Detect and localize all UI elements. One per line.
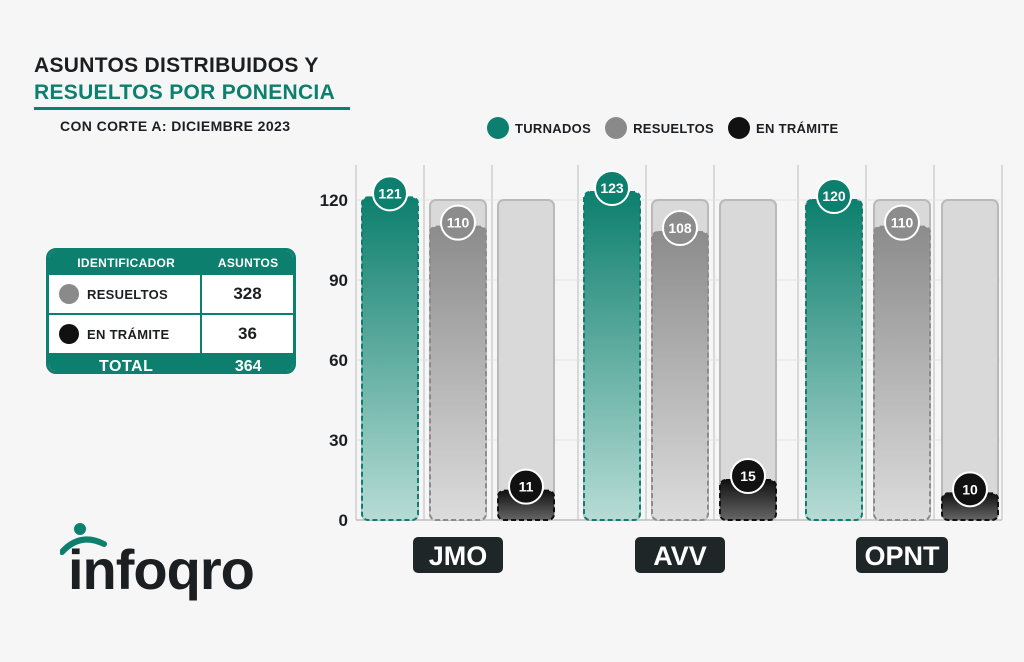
- data-label: 123: [600, 180, 624, 196]
- y-tick-label: 90: [329, 271, 348, 290]
- category-pill: [413, 537, 503, 573]
- data-label: 11: [519, 479, 534, 495]
- title-underline: [34, 107, 350, 110]
- data-label-badge: [816, 178, 852, 214]
- legend-label-en-tramite: EN TRÁMITE: [756, 120, 839, 136]
- legend-swatch-en-tramite: [728, 117, 751, 139]
- y-tick-label: 120: [320, 191, 348, 210]
- bar-turnados-jmo: [361, 196, 419, 521]
- data-label: 121: [378, 185, 402, 201]
- row-label-resueltos: RESUELTOS: [87, 286, 168, 302]
- table-row-en-tramite: EN TRÁMITE 36: [49, 315, 293, 355]
- summary-table: IDENTIFICADOR ASUNTOS RESUELTOS 328 EN T…: [46, 248, 296, 374]
- row-value-resueltos: 328: [233, 284, 262, 303]
- legend-label-turnados: TURNADOS: [515, 120, 592, 136]
- data-label-badge: [594, 170, 630, 206]
- legend-label-resueltos: RESUELTOS: [633, 120, 715, 136]
- bar-resueltos-opnt: [873, 225, 931, 522]
- table-row-resueltos: RESUELTOS 328: [49, 275, 293, 315]
- bar-turnados-avv: [583, 191, 641, 521]
- data-label: 110: [447, 215, 470, 231]
- bar-entrmite-avv: [719, 479, 777, 521]
- resueltos-dot-icon: [59, 284, 79, 304]
- header-asuntos: ASUNTOS: [217, 256, 279, 270]
- category-pill: [856, 537, 948, 573]
- x-tick-label-jmo: JMO: [429, 541, 488, 571]
- legend-item-turnados: TURNADOS: [487, 117, 591, 139]
- data-label: 120: [822, 188, 846, 204]
- data-label: 15: [740, 468, 756, 484]
- data-label-badge: [508, 468, 544, 505]
- data-label: 108: [668, 220, 692, 236]
- y-tick-label: 60: [329, 351, 348, 370]
- data-label-badge: [952, 471, 988, 508]
- data-label-badge: [730, 458, 766, 494]
- y-tick-label: 0: [339, 511, 348, 530]
- bar-entrmite-jmo: [497, 489, 555, 521]
- legend-item-en-tramite: EN TRÁMITE: [728, 117, 838, 139]
- table-total-row: TOTAL 364: [49, 355, 293, 374]
- legend-swatch-resueltos: [605, 117, 628, 139]
- en-tramite-dot-icon: [59, 324, 79, 344]
- total-label: TOTAL: [99, 358, 154, 374]
- data-label-badge: [884, 204, 920, 241]
- summary-table-header: IDENTIFICADOR ASUNTOS: [49, 251, 293, 275]
- data-label-badge: [440, 204, 476, 241]
- data-label: 10: [962, 481, 978, 497]
- chart-legend: TURNADOS RESUELTOS EN TRÁMITE: [487, 117, 853, 139]
- category-pill: [635, 537, 725, 573]
- x-tick-label-opnt: OPNT: [864, 541, 940, 571]
- chart-title-line1: ASUNTOS DISTRIBUIDOS Y: [34, 54, 319, 77]
- total-value: 364: [234, 358, 262, 374]
- y-tick-label: 30: [329, 431, 348, 450]
- row-label-en-tramite: EN TRÁMITE: [87, 326, 170, 342]
- logo-text: infoqro: [68, 538, 255, 601]
- legend-swatch-turnados: [487, 117, 509, 139]
- infoqro-logo-icon: [60, 523, 107, 555]
- legend-item-resueltos: RESUELTOS: [605, 117, 714, 139]
- title-block: ASUNTOS DISTRIBUIDOS Y RESUELTOS POR PON…: [34, 52, 354, 110]
- data-label: 110: [891, 215, 914, 231]
- chart-title-line2: RESUELTOS POR PONENCIA: [34, 81, 336, 104]
- row-value-en-tramite: 36: [238, 324, 257, 343]
- data-label-badge: [662, 210, 698, 246]
- bar-resueltos-avv: [651, 231, 709, 521]
- bar-turnados-opnt: [805, 199, 863, 521]
- data-label-badge: [372, 175, 408, 212]
- chart-subtitle: CON CORTE A: DICIEMBRE 2023: [60, 118, 291, 134]
- bar-resueltos-jmo: [429, 225, 487, 522]
- x-tick-label-avv: AVV: [653, 541, 707, 571]
- header-identificador: IDENTIFICADOR: [77, 256, 176, 270]
